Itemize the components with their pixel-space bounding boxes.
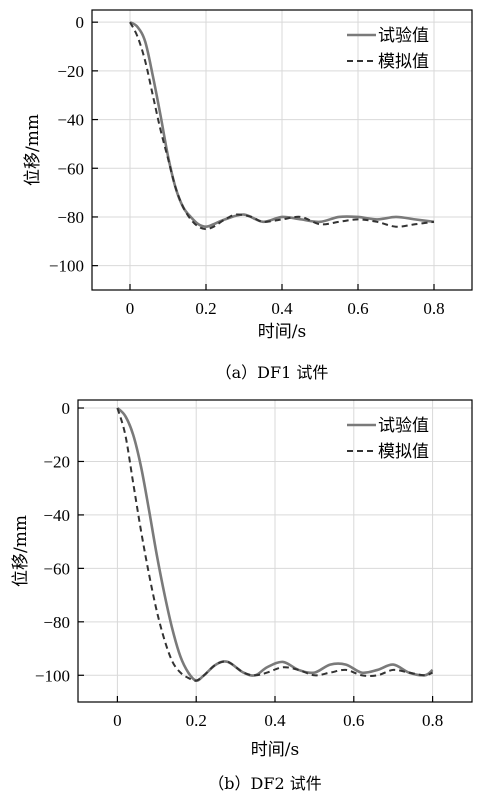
tick-marks [78,407,434,702]
y-tick-label: 0 [76,13,85,32]
figure-caption: （a）DF1 试件 [216,363,329,382]
chart-panel-b: 0 0.2 0.4 0.6 0.8 0 −20 −40 −60 −80 −100 时间/s 位移/… [11,399,473,793]
x-tick-label: 0.2 [186,711,207,730]
x-tick-label: 0.6 [343,711,364,730]
x-axis-label: 时间/s [251,740,299,760]
x-tick-label: 0.2 [195,299,216,318]
y-tick-label: −20 [57,62,84,81]
y-tick-label: 0 [62,399,71,418]
x-tick-label: 0.4 [264,711,286,730]
series-line-simulation [129,21,435,231]
chart-panel-a: 0 0.2 0.4 0.6 0.8 0 −20 −40 −60 −80 −100 时间/s 位移/… [23,9,473,382]
y-tick-label: −40 [57,111,84,130]
y-tick-label: −60 [57,159,84,178]
legend-label-experiment: 试验值 [378,26,429,46]
x-tick-label: 0.8 [423,299,444,318]
tick-marks [92,21,435,290]
y-tick-label: −60 [43,559,70,578]
y-tick-label: −40 [43,506,70,525]
series-layer [116,407,434,682]
x-tick-labels: 0 0.2 0.4 0.6 0.8 [113,711,443,730]
grid-lines [78,400,472,702]
y-tick-label: −20 [43,452,70,471]
x-tick-label: 0 [113,711,122,730]
legend: 试验值 模拟值 [347,416,429,462]
y-tick-labels: 0 −20 −40 −60 −80 −100 [35,399,70,685]
x-tick-label: 0.6 [347,299,368,318]
y-axis-label: 位移/mm [11,515,31,587]
legend-label-simulation: 模拟值 [378,442,429,462]
grid-lines [92,10,472,290]
x-tick-label: 0 [126,299,135,318]
y-tick-label: −80 [57,208,84,227]
x-tick-label: 0.8 [422,711,443,730]
legend: 试验值 模拟值 [347,26,429,72]
figure-caption: （b）DF2 试件 [208,774,321,793]
y-tick-labels: 0 −20 −40 −60 −80 −100 [49,13,84,275]
x-axis-label: 时间/s [258,322,306,342]
series-line-experiment [116,407,434,682]
x-tick-labels: 0 0.2 0.4 0.6 0.8 [126,299,445,318]
series-line-experiment [129,21,435,228]
x-tick-label: 0.4 [271,299,293,318]
y-tick-label: −100 [49,257,84,276]
legend-label-experiment: 试验值 [378,416,429,436]
series-layer [129,21,435,231]
y-tick-label: −100 [35,666,70,685]
y-axis-label: 位移/mm [23,114,43,186]
legend-label-simulation: 模拟值 [378,52,429,72]
y-tick-label: −80 [43,613,70,632]
